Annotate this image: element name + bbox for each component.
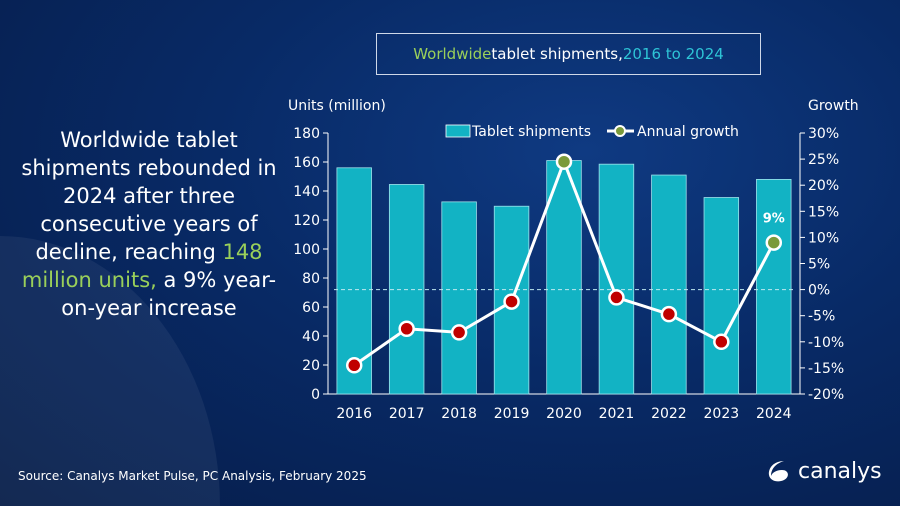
title-part: Worldwide	[413, 45, 492, 63]
y2-tick-label: 25%	[808, 152, 839, 168]
x-tick-label: 2021	[599, 406, 635, 422]
growth-point-2024	[765, 234, 783, 251]
y-tick-label: 140	[293, 184, 320, 200]
source-note: Source: Canalys Market Pulse, PC Analysi…	[18, 469, 367, 483]
growth-point-2019	[503, 293, 520, 310]
y2-tick-label: -10%	[808, 335, 844, 351]
bar-2020	[546, 160, 582, 395]
y-tick-label: 40	[302, 329, 320, 345]
growth-point-2021	[608, 289, 625, 306]
canalys-logo: canalys	[766, 458, 882, 484]
growth-point-2023	[713, 333, 730, 351]
data-label: 9%	[763, 212, 785, 227]
y2-tick-label: 15%	[808, 204, 839, 220]
bar-2021	[598, 163, 635, 395]
y2-tick-label: 30%	[808, 126, 839, 142]
legend-bar-swatch	[445, 124, 471, 138]
title-part: 2016 to 2024	[622, 45, 724, 63]
y2-tick-label: 10%	[808, 230, 839, 246]
chart-title: Worldwide tablet shipments, 2016 to 2024	[376, 33, 761, 75]
x-tick-label: 2017	[389, 406, 425, 422]
legend-label: Annual growth	[637, 124, 739, 140]
y-tick-label: 60	[302, 300, 320, 316]
bar-2022	[651, 174, 687, 395]
y-tick-label: 0	[311, 387, 320, 403]
bar-2023	[703, 197, 740, 395]
x-tick-label: 2018	[441, 406, 477, 422]
growth-point-2016	[345, 357, 363, 374]
y2-tick-label: -20%	[808, 387, 844, 403]
growth-point-2017	[398, 320, 415, 337]
legend-point-swatch	[614, 125, 626, 137]
title-part: tablet shipments,	[491, 45, 623, 63]
y2-tick-label: 5%	[808, 257, 830, 273]
headline-text: Worldwide tablet shipments rebounded in …	[21, 128, 277, 264]
headline: Worldwide tablet shipments rebounded in …	[18, 126, 280, 322]
y2-axis-label: Growth	[808, 98, 859, 114]
growth-point-2018	[450, 324, 468, 341]
y-tick-label: 80	[302, 271, 320, 287]
y-tick-label: 120	[293, 213, 320, 229]
y2-tick-label: 20%	[808, 178, 839, 194]
x-tick-label: 2023	[704, 406, 740, 422]
growth-point-2020	[555, 153, 573, 170]
y-tick-label: 100	[293, 242, 320, 258]
x-tick-label: 2019	[494, 406, 530, 422]
headline-highlight: 148 million units,	[21, 240, 263, 292]
canalys-logo-icon	[768, 461, 788, 482]
y2-tick-label: 0%	[808, 283, 830, 299]
x-tick-label: 2016	[336, 406, 372, 422]
x-tick-label: 2024	[756, 406, 792, 422]
y2-tick-label: -5%	[808, 309, 835, 325]
x-tick-label: 2020	[546, 406, 582, 422]
y-tick-label: 180	[293, 126, 320, 142]
y-axis-label: Units (million)	[288, 98, 386, 114]
y2-tick-label: -15%	[808, 361, 844, 377]
y-tick-label: 20	[302, 358, 320, 374]
logo-text: canalys	[798, 458, 882, 484]
bar-2024	[756, 178, 792, 395]
legend-label: Tablet shipments	[471, 124, 591, 140]
growth-point-2022	[660, 305, 678, 323]
bar-2018	[441, 201, 477, 395]
headline-text: a 9% year-on-year increase	[61, 268, 277, 320]
y-tick-label: 160	[293, 155, 320, 171]
x-tick-label: 2022	[651, 406, 687, 422]
